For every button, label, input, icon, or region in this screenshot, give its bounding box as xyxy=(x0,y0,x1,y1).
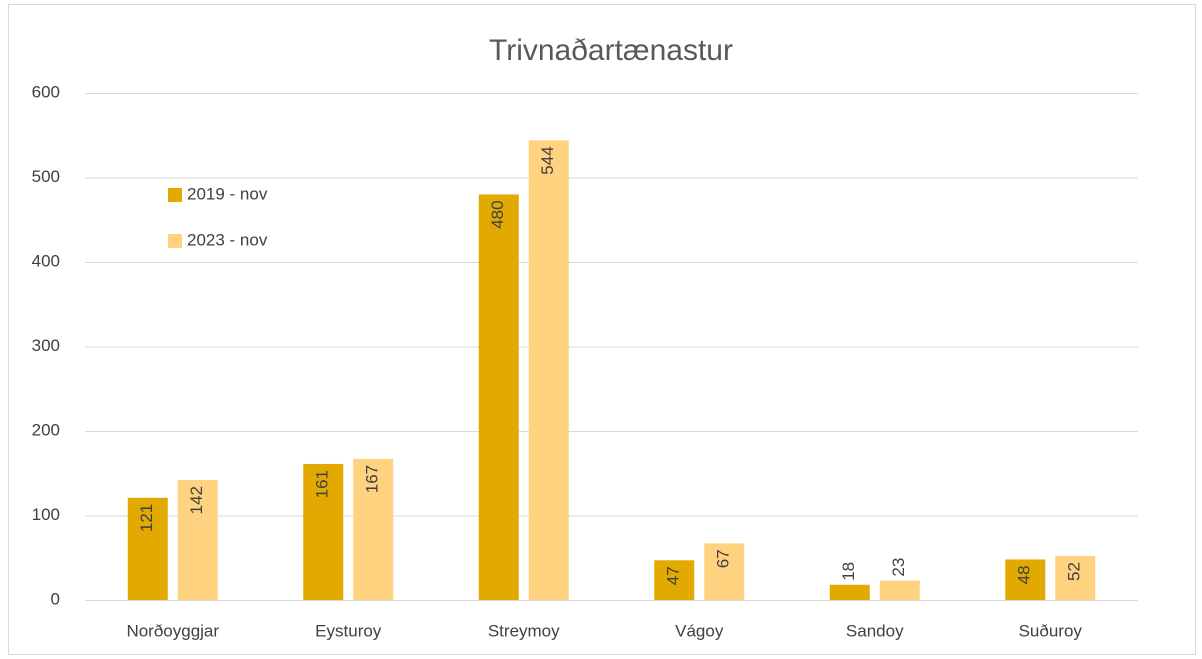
y-tick-label: 500 xyxy=(32,167,60,186)
data-label: 167 xyxy=(363,465,382,493)
x-tick-label: Vágoy xyxy=(675,621,724,640)
data-label: 480 xyxy=(488,200,507,228)
y-tick-label: 200 xyxy=(32,420,60,439)
bar xyxy=(654,560,695,600)
legend-swatch xyxy=(168,234,182,248)
data-label: 23 xyxy=(889,558,908,577)
data-label: 121 xyxy=(137,504,156,532)
legend-label: 2023 - nov xyxy=(187,230,268,249)
y-tick-label: 100 xyxy=(32,505,60,524)
bar xyxy=(478,194,519,600)
y-tick-label: 300 xyxy=(32,336,60,355)
data-label: 142 xyxy=(187,486,206,514)
bar xyxy=(1005,559,1046,600)
y-tick-label: 600 xyxy=(32,82,60,101)
bar xyxy=(1055,556,1096,600)
y-tick-label: 0 xyxy=(51,589,60,608)
legend-label: 2019 - nov xyxy=(187,184,268,203)
bar xyxy=(353,458,394,600)
data-label: 544 xyxy=(538,146,557,174)
bar xyxy=(127,497,168,600)
bar xyxy=(528,140,569,600)
x-tick-label: Eysturoy xyxy=(315,621,382,640)
x-tick-label: Streymoy xyxy=(488,621,560,640)
bar xyxy=(177,480,218,600)
data-label: 18 xyxy=(839,562,858,581)
x-tick-label: Norðoyggjar xyxy=(126,621,219,640)
data-label: 47 xyxy=(664,566,683,585)
bar xyxy=(704,543,745,600)
data-label: 67 xyxy=(714,549,733,568)
chart-title: Trivnaðartænastur xyxy=(489,34,733,67)
x-tick-label: Suðuroy xyxy=(1019,621,1083,640)
data-label: 48 xyxy=(1015,565,1034,584)
legend-swatch xyxy=(168,188,182,202)
y-tick-label: 400 xyxy=(32,251,60,270)
x-tick-label: Sandoy xyxy=(846,621,904,640)
bar xyxy=(879,580,920,600)
bar xyxy=(303,463,344,600)
data-label: 52 xyxy=(1065,562,1084,581)
bar xyxy=(829,584,870,600)
data-label: 161 xyxy=(313,470,332,498)
